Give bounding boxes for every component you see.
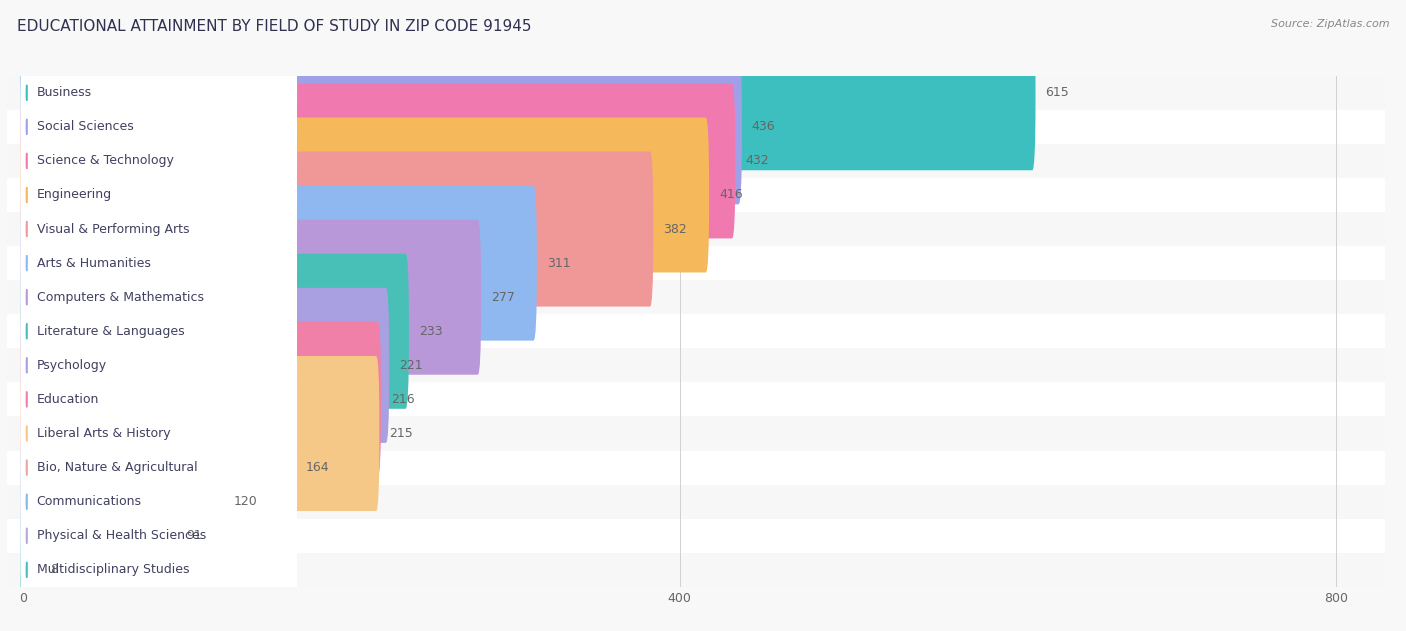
Bar — [7, 416, 1385, 451]
FancyBboxPatch shape — [21, 23, 297, 162]
Text: 382: 382 — [664, 223, 688, 235]
Text: 215: 215 — [389, 427, 413, 440]
Text: 120: 120 — [233, 495, 257, 508]
FancyBboxPatch shape — [20, 117, 709, 273]
Text: 615: 615 — [1046, 86, 1069, 99]
Text: Engineering: Engineering — [37, 189, 111, 201]
FancyBboxPatch shape — [21, 194, 297, 333]
Text: Education: Education — [37, 393, 98, 406]
FancyBboxPatch shape — [20, 424, 224, 579]
FancyBboxPatch shape — [21, 262, 297, 401]
FancyBboxPatch shape — [20, 83, 735, 239]
Text: Science & Technology: Science & Technology — [37, 155, 173, 167]
Text: 233: 233 — [419, 325, 443, 338]
FancyBboxPatch shape — [20, 15, 1036, 170]
FancyBboxPatch shape — [20, 49, 742, 204]
FancyBboxPatch shape — [20, 322, 381, 477]
FancyBboxPatch shape — [20, 390, 295, 545]
FancyBboxPatch shape — [20, 220, 481, 375]
Bar — [7, 485, 1385, 519]
Text: 436: 436 — [752, 121, 775, 133]
Text: EDUCATIONAL ATTAINMENT BY FIELD OF STUDY IN ZIP CODE 91945: EDUCATIONAL ATTAINMENT BY FIELD OF STUDY… — [17, 19, 531, 34]
FancyBboxPatch shape — [21, 91, 297, 230]
Bar — [7, 110, 1385, 144]
Text: 164: 164 — [305, 461, 329, 474]
FancyBboxPatch shape — [21, 466, 297, 605]
Text: Bio, Nature & Agricultural: Bio, Nature & Agricultural — [37, 461, 197, 474]
FancyBboxPatch shape — [21, 500, 297, 631]
Text: Arts & Humanities: Arts & Humanities — [37, 257, 150, 269]
Text: 432: 432 — [745, 155, 769, 167]
FancyBboxPatch shape — [21, 228, 297, 367]
Bar — [7, 314, 1385, 348]
Bar — [7, 519, 1385, 553]
FancyBboxPatch shape — [21, 126, 297, 264]
Text: Multidisciplinary Studies: Multidisciplinary Studies — [37, 563, 188, 576]
Text: Psychology: Psychology — [37, 359, 107, 372]
Text: 311: 311 — [547, 257, 571, 269]
Text: 277: 277 — [491, 291, 515, 304]
FancyBboxPatch shape — [21, 330, 297, 469]
FancyBboxPatch shape — [21, 57, 297, 196]
Bar — [7, 76, 1385, 110]
FancyBboxPatch shape — [20, 288, 389, 443]
Bar — [7, 280, 1385, 314]
Bar — [7, 144, 1385, 178]
FancyBboxPatch shape — [21, 364, 297, 503]
Text: Computers & Mathematics: Computers & Mathematics — [37, 291, 204, 304]
Text: Visual & Performing Arts: Visual & Performing Arts — [37, 223, 188, 235]
Text: Liberal Arts & History: Liberal Arts & History — [37, 427, 170, 440]
FancyBboxPatch shape — [21, 160, 297, 298]
FancyBboxPatch shape — [20, 151, 654, 307]
Text: 216: 216 — [391, 393, 415, 406]
Text: 221: 221 — [399, 359, 423, 372]
FancyBboxPatch shape — [20, 254, 409, 409]
Bar — [7, 212, 1385, 246]
Text: 8: 8 — [49, 563, 58, 576]
Bar — [7, 451, 1385, 485]
Text: Business: Business — [37, 86, 91, 99]
Bar — [7, 382, 1385, 416]
Text: 416: 416 — [718, 189, 742, 201]
Text: Social Sciences: Social Sciences — [37, 121, 134, 133]
FancyBboxPatch shape — [21, 432, 297, 571]
Text: Physical & Health Sciences: Physical & Health Sciences — [37, 529, 205, 542]
FancyBboxPatch shape — [21, 398, 297, 537]
Text: Source: ZipAtlas.com: Source: ZipAtlas.com — [1271, 19, 1389, 29]
FancyBboxPatch shape — [20, 186, 537, 341]
FancyBboxPatch shape — [20, 458, 176, 613]
Bar — [7, 246, 1385, 280]
Text: Literature & Languages: Literature & Languages — [37, 325, 184, 338]
Text: Communications: Communications — [37, 495, 142, 508]
FancyBboxPatch shape — [20, 492, 39, 631]
Bar — [7, 348, 1385, 382]
Bar — [7, 178, 1385, 212]
FancyBboxPatch shape — [21, 296, 297, 435]
Bar — [7, 553, 1385, 587]
FancyBboxPatch shape — [20, 356, 380, 511]
Text: 91: 91 — [186, 529, 201, 542]
